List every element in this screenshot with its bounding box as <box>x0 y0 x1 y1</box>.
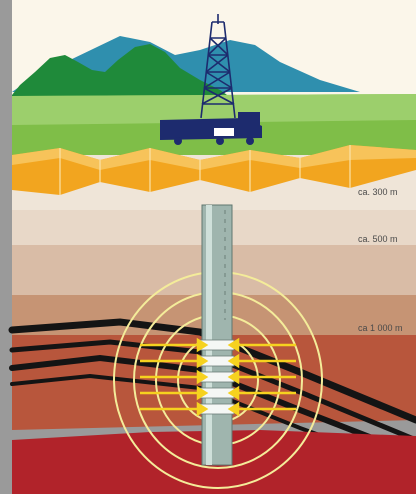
inflow-arrows <box>140 337 296 417</box>
well-casing-highlight <box>206 205 212 465</box>
drilling-rig-icon <box>200 14 236 119</box>
ground-surface-light <box>12 94 416 125</box>
truck-icon <box>160 112 262 145</box>
aquifer-creases <box>59 145 351 195</box>
left-frame <box>0 0 12 494</box>
aquifer-layer-top <box>12 145 416 170</box>
depth-label-500: ca. 500 m <box>358 234 398 244</box>
mountains-front <box>12 44 230 98</box>
depth-label-300: ca. 300 m <box>358 187 398 197</box>
depth-label-1000: ca 1 000 m <box>358 323 403 333</box>
